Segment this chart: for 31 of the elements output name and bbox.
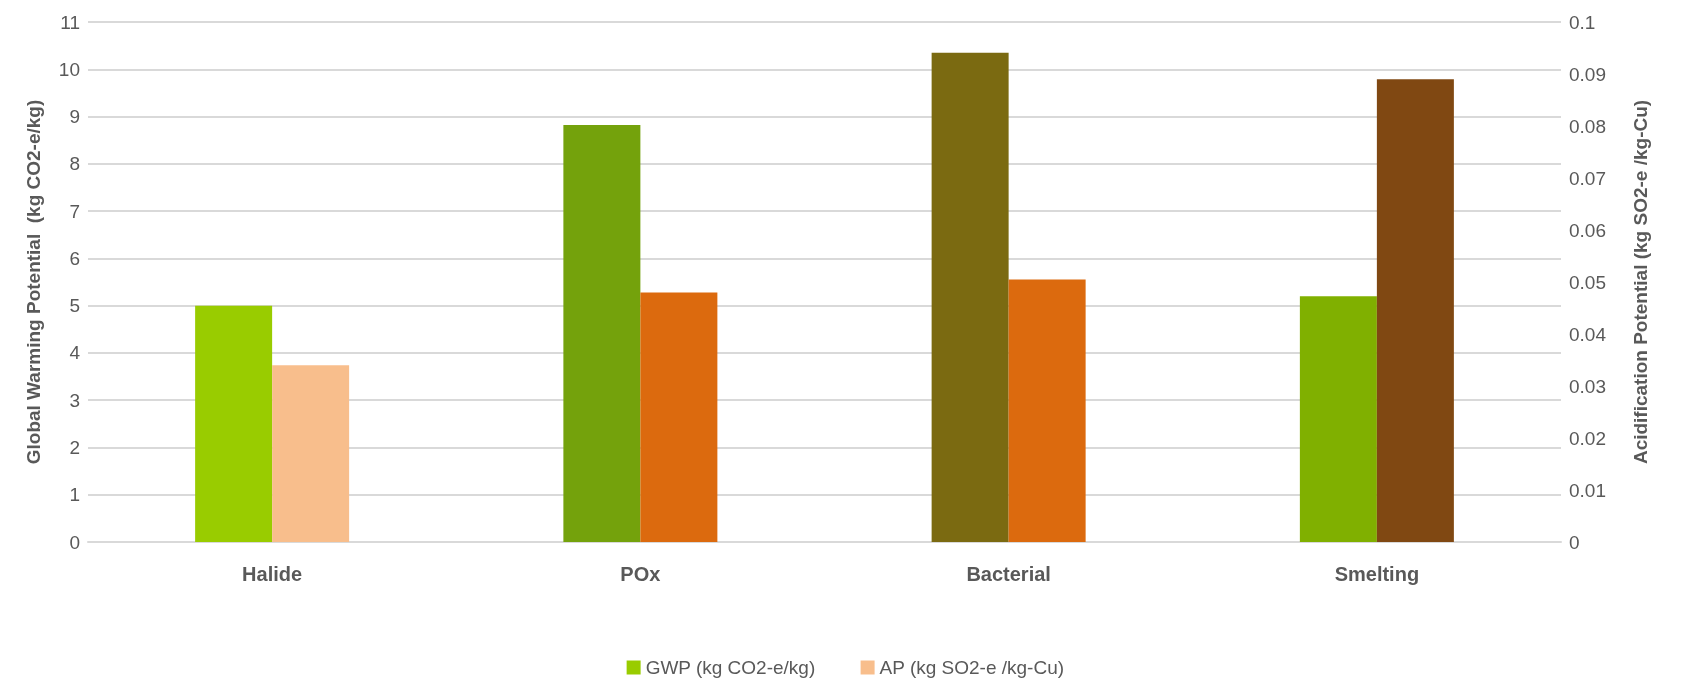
y2-tick-label: 0.1 [1569, 11, 1596, 33]
y-tick-label: 11 [60, 11, 80, 33]
y-tick-label: 1 [69, 484, 80, 506]
y-tick-label: 2 [69, 436, 80, 458]
y2-tick-label: 0.07 [1569, 167, 1606, 189]
y2-tick-label: 0.08 [1569, 115, 1606, 137]
y2-tick-label: 0 [1569, 531, 1580, 553]
x-tick-label: POx [620, 563, 661, 585]
y-axis-title: Global Warming Potential (kg CO2-e/kg) [23, 99, 44, 465]
x-tick-label: Halide [242, 563, 303, 585]
y-tick-label: 6 [69, 247, 80, 269]
legend-label: AP (kg SO2-e /kg-Cu) [879, 657, 1065, 678]
y2-axis-title: Acidification Potential (kg SO2-e /kg-Cu) [1630, 99, 1651, 465]
y-tick-label: 4 [69, 342, 81, 364]
y2-tick-label: 0.09 [1569, 63, 1606, 85]
y-tick-label: 9 [69, 106, 80, 128]
x-tick-label: Bacterial [966, 563, 1051, 585]
y2-tick-label: 0.05 [1569, 271, 1606, 293]
y-tick-label: 10 [58, 58, 80, 80]
y2-tick-label: 0.06 [1569, 219, 1606, 241]
y2-tick-label: 0.04 [1569, 323, 1607, 345]
y-tick-label: 3 [69, 389, 80, 411]
y-tick-label: 7 [69, 200, 80, 222]
x-tick-label: Smelting [1334, 563, 1420, 585]
legend-label: GWP (kg CO2-e/kg) [645, 657, 816, 678]
y-tick-label: 5 [69, 295, 80, 317]
y2-tick-label: 0.01 [1569, 479, 1606, 501]
y-tick-label: 8 [69, 153, 80, 175]
y2-tick-label: 0.02 [1569, 427, 1606, 449]
y-tick-label: 0 [69, 531, 80, 553]
y2-tick-label: 0.03 [1569, 375, 1606, 397]
